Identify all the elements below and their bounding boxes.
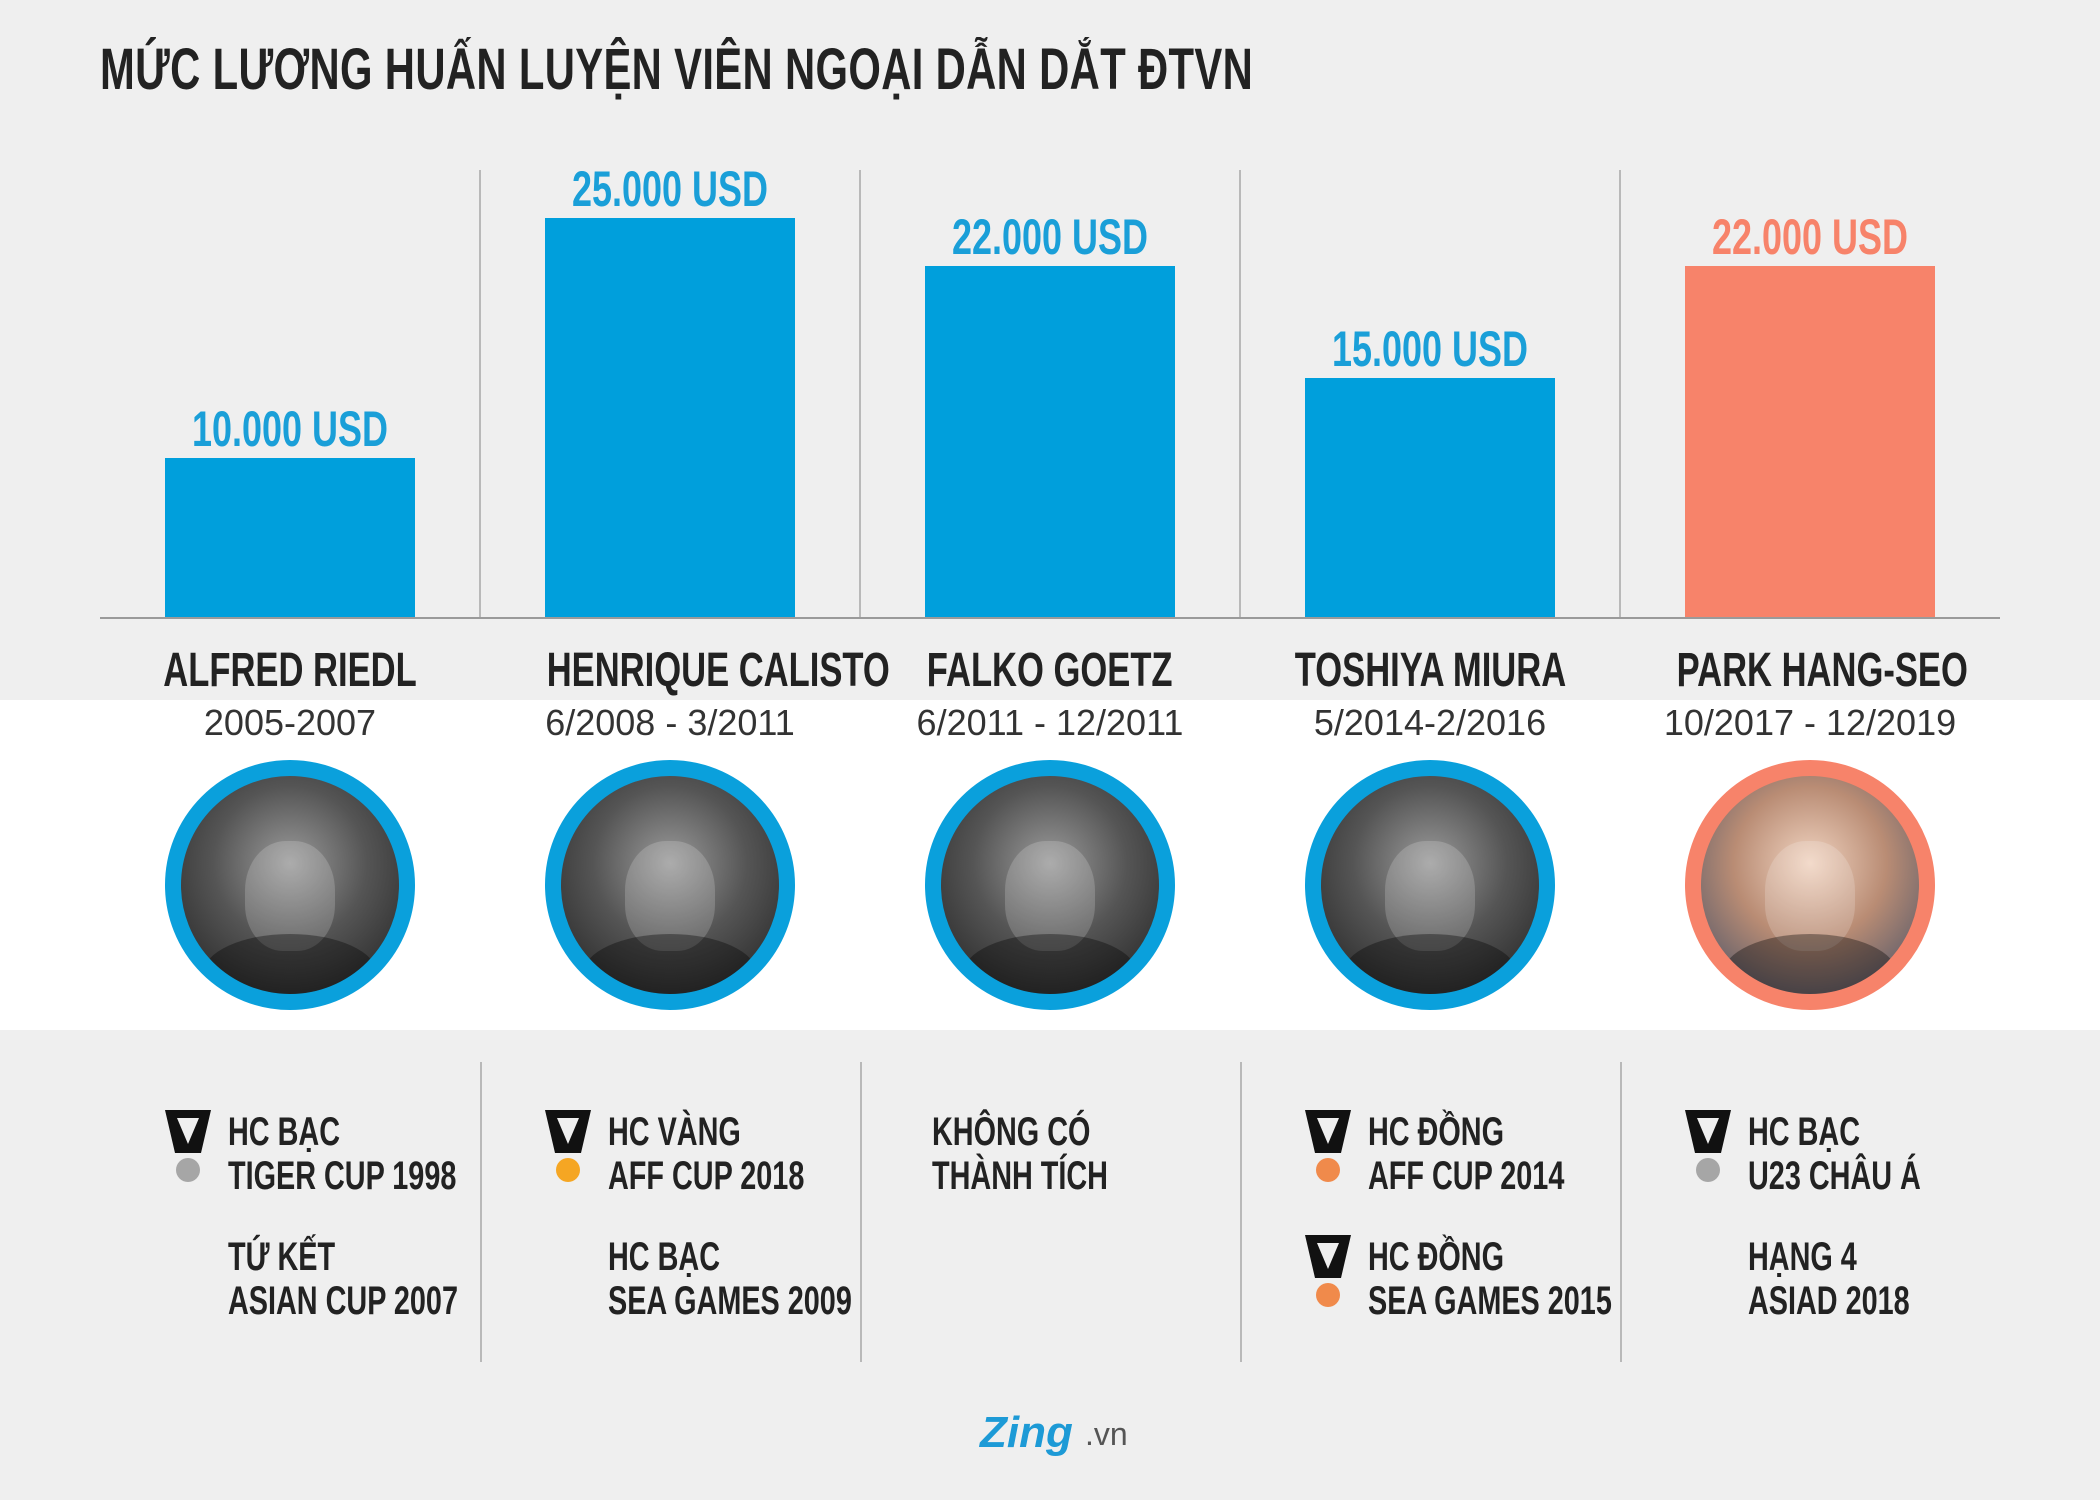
portrait-face	[1385, 841, 1475, 952]
achievement-item: KHÔNG CÓ THÀNH TÍCH	[932, 1110, 1176, 1198]
coach-period: 10/2017 - 12/2019	[1663, 702, 1957, 743]
page-title: MỨC LƯƠNG HUẤN LUYỆN VIÊN NGOẠI DẪN DẮT …	[100, 37, 1254, 102]
achievement-item: HC ĐỒNG SEA GAMES 2015	[1368, 1235, 1707, 1323]
bar-value-label: 10.000 USD	[192, 402, 388, 457]
portrait-face	[1765, 841, 1855, 952]
coach-period: 5/2014-2/2016	[1313, 702, 1547, 743]
achievement-line: SEA GAMES 2009	[608, 1279, 852, 1323]
portrait-face	[245, 841, 335, 952]
achievement-line: AFF CUP 2018	[608, 1154, 805, 1198]
bronze-medal-icon	[1305, 1110, 1351, 1182]
silver-medal-icon	[1685, 1110, 1731, 1182]
achievement-divider	[480, 1062, 482, 1362]
coach-portrait	[925, 760, 1175, 1010]
portrait-shoulders	[962, 934, 1138, 994]
achievement-line: AFF CUP 2014	[1368, 1154, 1565, 1198]
bar	[925, 266, 1175, 618]
achievement-line: TỨ KẾT	[228, 1235, 336, 1279]
achievement-line: HC VÀNG	[608, 1110, 741, 1154]
achievement-line: HẠNG 4	[1748, 1235, 1857, 1279]
achievement-line: KHÔNG CÓ	[932, 1110, 1091, 1154]
bar-value-label: 15.000 USD	[1332, 322, 1528, 377]
portrait-shoulders	[1722, 934, 1898, 994]
coach-name-text: ALFRED RIEDL	[163, 644, 417, 697]
achievement-line: ASIAD 2018	[1748, 1279, 1910, 1323]
brand-logo: Zing	[980, 1408, 1073, 1457]
coach-portrait	[165, 760, 415, 1010]
bar	[1685, 266, 1935, 618]
coach-name-text: TOSHIYA MIURA	[1294, 644, 1566, 697]
bronze-medal-icon	[1305, 1235, 1351, 1307]
gold-medal-icon	[545, 1110, 591, 1182]
achievement-line: TIGER CUP 1998	[228, 1154, 457, 1198]
bar	[165, 458, 415, 618]
achievement-line: U23 CHÂU Á	[1748, 1154, 1921, 1198]
coach-period: 6/2008 - 3/2011	[545, 702, 795, 743]
coach-name: FALKO GOETZ	[860, 643, 1240, 698]
achievement-line: HC BẠC	[1748, 1110, 1860, 1154]
silver-medal-icon	[165, 1110, 211, 1182]
portrait-face	[1005, 841, 1095, 952]
coach-name-text: PARK HANG-SEO	[1676, 644, 1968, 697]
coach-name-text: HENRIQUE CALISTO	[546, 644, 890, 697]
coach-period: 2005-2007	[203, 702, 377, 743]
achievement-item: TỨ KẾT ASIAN CUP 2007	[228, 1235, 547, 1323]
achievement-item: HC BẠC U23 CHÂU Á	[1748, 1110, 1988, 1198]
bar	[1305, 378, 1555, 618]
brand-domain: .vn	[1085, 1416, 1128, 1452]
achievement-item: HC VÀNG AFF CUP 2018	[608, 1110, 881, 1198]
portrait-shoulders	[202, 934, 378, 994]
coach-name: PARK HANG-SEO	[1620, 643, 2000, 698]
achievement-divider	[860, 1062, 862, 1362]
achievement-line: HC BẠC	[608, 1235, 720, 1279]
achievement-line: HC BẠC	[228, 1110, 340, 1154]
coach-portrait	[1685, 760, 1935, 1010]
coach-portrait	[545, 760, 795, 1010]
bar-value-label: 22.000 USD	[1712, 210, 1908, 265]
coach-name: ALFRED RIEDL	[100, 643, 480, 698]
coach-portrait	[1305, 760, 1555, 1010]
portrait-face	[625, 841, 715, 952]
bar-value-label: 25.000 USD	[572, 162, 768, 217]
achievement-divider	[1240, 1062, 1242, 1362]
coach-name: TOSHIYA MIURA	[1240, 643, 1620, 698]
achievement-line: THÀNH TÍCH	[932, 1154, 1108, 1198]
portrait-shoulders	[582, 934, 758, 994]
achievement-item: HẠNG 4 ASIAD 2018	[1748, 1235, 1973, 1323]
achievement-item: HC BẠC TIGER CUP 1998	[228, 1110, 545, 1198]
achievement-line: ASIAN CUP 2007	[228, 1279, 458, 1323]
achievement-line: SEA GAMES 2015	[1368, 1279, 1612, 1323]
coach-name: HENRIQUE CALISTO	[480, 643, 890, 698]
achievement-line: HC ĐỒNG	[1368, 1110, 1505, 1154]
bar	[545, 218, 795, 618]
portrait-shoulders	[1342, 934, 1518, 994]
salary-bar-chart: 10.000 USD 25.000 USD 22.000 USD 15.000 USD…	[100, 162, 2000, 619]
coach-name-text: FALKO GOETZ	[927, 644, 1173, 697]
achievement-item: HC ĐỒNG AFF CUP 2014	[1368, 1110, 1641, 1198]
coach-period: 6/2011 - 12/2011	[916, 702, 1184, 743]
achievement-divider	[1620, 1062, 1622, 1362]
achievement-item: HC BẠC SEA GAMES 2009	[608, 1235, 947, 1323]
achievement-line: HC ĐỒNG	[1368, 1235, 1505, 1279]
bar-value-label: 22.000 USD	[952, 210, 1148, 265]
